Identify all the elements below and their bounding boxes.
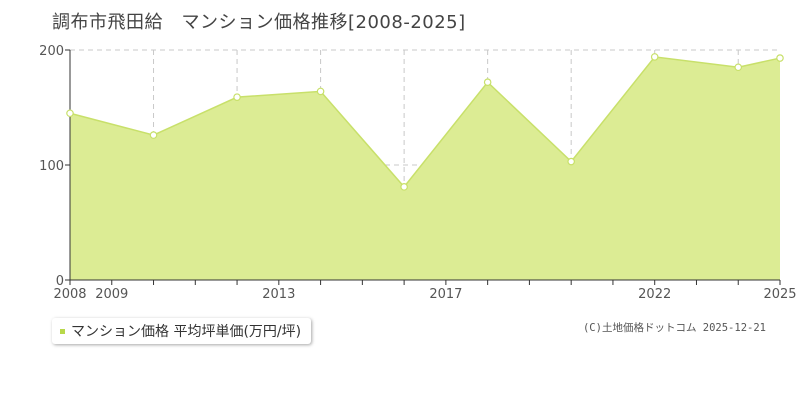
data-points: [66, 53, 784, 191]
chart-title: 調布市飛田給 マンション価格推移[2008-2025]: [52, 12, 466, 33]
x-tick-label: 2013: [262, 287, 295, 302]
y-tick-label: 0: [56, 274, 64, 289]
credit-text: (C)土地価格ドットコム 2025-12-21: [582, 322, 766, 334]
data-point: [483, 78, 492, 87]
legend-swatch: [60, 328, 65, 334]
area-layer: [69, 56, 781, 281]
legend: マンション価格 平均坪単価(万円/坪): [52, 318, 312, 344]
data-point: [400, 183, 408, 191]
data-point: [734, 63, 743, 72]
data-point: [316, 87, 325, 96]
y-tick-labels: 0 100 200: [39, 44, 64, 289]
x-tick-label: 2009: [95, 287, 128, 302]
y-tick-label: 200: [39, 44, 64, 59]
data-point: [567, 157, 575, 166]
series-area: [70, 56, 780, 281]
data-point: [149, 131, 158, 139]
data-point: [233, 93, 241, 101]
x-tick-label: 2022: [638, 287, 671, 302]
legend-label: マンション価格 平均坪単価(万円/坪): [71, 324, 302, 340]
y-tick-label: 100: [39, 159, 64, 174]
axes: [65, 49, 781, 285]
x-tick-label: 2017: [429, 287, 462, 302]
data-point: [776, 54, 784, 62]
x-tick-label: 2025: [763, 287, 796, 302]
x-tick-label: 2008: [53, 287, 86, 302]
x-tick-labels: 2008 2009 2013 2017 2022 2025: [53, 287, 796, 302]
data-point: [66, 109, 74, 118]
series-line: [69, 56, 781, 189]
data-point: [650, 53, 659, 61]
